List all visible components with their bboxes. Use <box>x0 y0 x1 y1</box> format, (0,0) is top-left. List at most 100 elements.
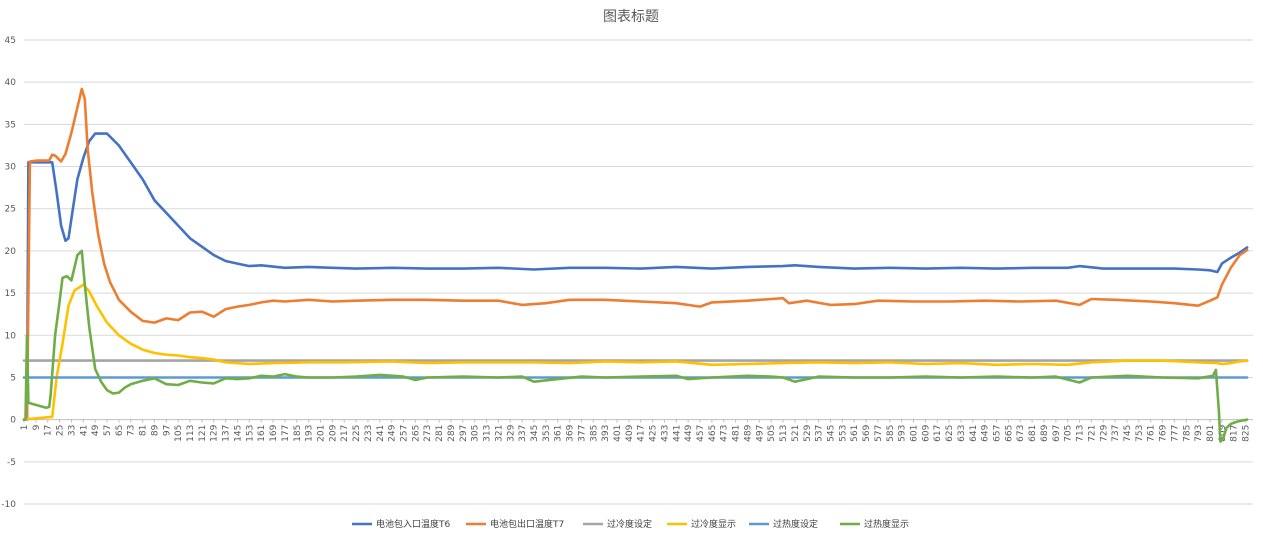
x-tick-label: 25 <box>56 425 66 436</box>
x-tick-label: 257 <box>400 425 410 442</box>
y-tick-label: 10 <box>5 331 17 341</box>
x-tick-label: 265 <box>411 425 421 442</box>
x-tick-label: 609 <box>921 424 931 441</box>
x-tick-label: 457 <box>696 425 706 442</box>
x-tick-label: 321 <box>494 425 504 442</box>
y-tick-label: 40 <box>5 78 17 88</box>
series-line <box>22 87 1249 421</box>
x-tick-label: 689 <box>1040 424 1050 441</box>
x-tick-label: 33 <box>67 425 77 436</box>
x-tick-label: 129 <box>210 424 220 441</box>
x-tick-label: 73 <box>127 425 137 436</box>
chart-title: 图表标题 <box>603 9 659 25</box>
x-tick-label: 473 <box>720 425 730 442</box>
x-tick-label: 585 <box>886 425 896 442</box>
x-tick-label: 105 <box>174 425 184 442</box>
x-tick-label: 57 <box>103 425 113 436</box>
legend: 电池包入口温度T6 电池包出口温度T7 过冷度设定 过冷度显示 过热度设定 过热度显示 <box>352 518 909 530</box>
y-tick-label: 15 <box>5 289 16 299</box>
y-axis-ticks: -10 -5 0 5 10 15 20 25 30 35 40 45 <box>1 36 16 510</box>
y-tick-label: 0 <box>10 416 16 426</box>
x-tick-label: 569 <box>862 424 872 441</box>
x-tick-label: 193 <box>305 425 315 442</box>
x-tick-label: 369 <box>566 424 576 441</box>
x-tick-label: 825 <box>1242 425 1252 442</box>
y-tick-label: 30 <box>5 163 17 173</box>
y-tick-label: -10 <box>1 500 16 510</box>
x-tick-label: 273 <box>423 425 433 442</box>
x-tick-label: 385 <box>589 425 599 442</box>
x-tick-label: 417 <box>637 425 647 442</box>
x-tick-label: 649 <box>981 424 991 441</box>
x-tick-label: 241 <box>376 425 386 442</box>
x-tick-label: 601 <box>910 425 920 442</box>
x-tick-label: 97 <box>162 425 172 436</box>
x-tick-label: 793 <box>1194 425 1204 442</box>
x-tick-label: 377 <box>577 425 587 442</box>
x-tick-label: 729 <box>1099 424 1109 441</box>
y-tick-label: 35 <box>5 120 16 130</box>
x-tick-label: 801 <box>1206 425 1216 442</box>
x-tick-label: 521 <box>791 425 801 442</box>
legend-label: 过冷度设定 <box>607 518 652 530</box>
y-tick-label: -5 <box>7 458 16 468</box>
x-tick-label: 345 <box>530 425 540 442</box>
x-tick-label: 441 <box>672 425 682 442</box>
legend-label: 过热度设定 <box>773 518 818 530</box>
x-tick-label: 577 <box>874 425 884 442</box>
x-tick-label: 281 <box>435 425 445 442</box>
x-tick-label: 153 <box>245 425 255 442</box>
x-tick-label: 41 <box>79 425 89 436</box>
x-tick-label: 169 <box>269 424 279 441</box>
x-tick-label: 121 <box>198 425 208 442</box>
x-tick-label: 769 <box>1159 424 1169 441</box>
x-tick-label: 9 <box>32 424 42 430</box>
legend-label: 过热度显示 <box>864 518 909 530</box>
x-tick-label: 745 <box>1123 425 1133 442</box>
x-tick-label: 761 <box>1147 425 1157 442</box>
x-tick-label: 809 <box>1218 424 1228 441</box>
x-tick-label: 313 <box>483 425 493 442</box>
x-tick-label: 201 <box>317 425 327 442</box>
x-tick-label: 657 <box>993 425 1003 442</box>
x-tick-label: 81 <box>139 425 149 436</box>
x-tick-label: 49 <box>91 424 101 436</box>
x-tick-label: 505 <box>767 425 777 442</box>
series-lines <box>22 87 1249 443</box>
x-tick-label: 425 <box>649 425 659 442</box>
x-tick-label: 737 <box>1111 425 1121 442</box>
x-tick-label: 217 <box>340 425 350 442</box>
x-tick-label: 553 <box>838 425 848 442</box>
x-tick-label: 633 <box>957 425 967 442</box>
x-tick-label: 401 <box>613 425 623 442</box>
series-line <box>22 249 1249 443</box>
x-tick-label: 329 <box>506 424 516 441</box>
x-tick-label: 753 <box>1135 425 1145 442</box>
x-tick-label: 713 <box>1076 425 1086 442</box>
x-tick-label: 673 <box>1016 425 1026 442</box>
x-tick-label: 65 <box>115 425 125 436</box>
x-tick-label: 617 <box>933 425 943 442</box>
gridlines <box>24 39 1253 505</box>
x-tick-label: 593 <box>898 425 908 442</box>
series-line <box>22 283 1249 421</box>
x-tick-label: 225 <box>352 425 362 442</box>
legend-label: 电池包入口温度T6 <box>376 518 450 530</box>
x-tick-label: 209 <box>328 424 338 441</box>
x-tick-label: 233 <box>364 425 374 442</box>
x-tick-label: 177 <box>281 425 291 442</box>
x-tick-label: 337 <box>518 425 528 442</box>
x-tick-label: 641 <box>969 425 979 442</box>
x-tick-label: 545 <box>826 425 836 442</box>
x-tick-label: 449 <box>684 424 694 441</box>
x-axis-ticks: 1 9 17 25 33 41 49 57 65 73 81 89 97 105 113 121 129 137 1… <box>20 419 1252 442</box>
x-tick-label: 697 <box>1052 425 1062 442</box>
x-tick-label: 481 <box>732 425 742 442</box>
x-tick-label: 625 <box>945 425 955 442</box>
x-tick-label: 89 <box>150 424 160 436</box>
x-tick-label: 137 <box>222 425 232 442</box>
x-tick-label: 681 <box>1028 425 1038 442</box>
x-tick-label: 145 <box>233 425 243 442</box>
x-tick-label: 777 <box>1170 425 1180 442</box>
